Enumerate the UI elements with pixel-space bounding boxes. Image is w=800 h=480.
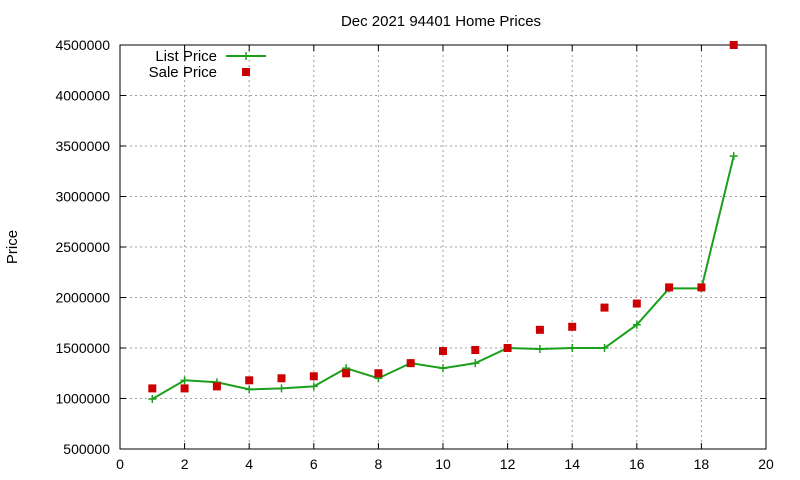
y-tick-label: 1500000: [55, 340, 110, 356]
list-price-point: [632, 320, 641, 329]
list-price-point: [277, 384, 286, 393]
list-price-point: [729, 152, 738, 161]
sale-price-point: [245, 376, 254, 385]
y-tick-label: 3000000: [55, 189, 110, 205]
y-tick-label: 1000000: [55, 391, 110, 407]
sale-price-point: [439, 347, 447, 356]
sale-price-point: [729, 41, 738, 49]
sale-price-point: [148, 384, 157, 393]
sale-price-point: [180, 384, 189, 393]
sale-price-point: [535, 325, 544, 334]
sale-price-point: [503, 344, 512, 352]
sale-price-point: [568, 322, 577, 331]
y-tick-label: 2500000: [55, 239, 110, 255]
y-tick-label: 3500000: [55, 138, 110, 154]
legend-square-swatch: [242, 68, 250, 76]
sale-price-point: [277, 374, 286, 383]
x-tick-label: 10: [435, 456, 451, 472]
sale-price-point: [342, 369, 351, 378]
y-tick-label: 4500000: [55, 37, 110, 53]
x-tick-label: 14: [564, 456, 580, 472]
list-price-point: [471, 359, 480, 368]
sale-price-point: [212, 382, 221, 391]
y-tick-label: 4000000: [55, 88, 110, 104]
list-price-point: [148, 395, 157, 404]
legend-plus-swatch: [242, 52, 250, 60]
x-tick-label: 8: [375, 456, 383, 472]
sale-price-point: [406, 359, 415, 368]
list-price-point: [535, 345, 544, 354]
x-tick-label: 16: [629, 456, 645, 472]
y-tick-label: 2000000: [55, 290, 110, 306]
sale-price-point: [309, 372, 318, 381]
legend-item-sale-price: Sale Price: [149, 64, 250, 81]
series-list-price: [148, 152, 738, 404]
chart-title: Dec 2021 94401 Home Prices: [341, 13, 541, 30]
list-price-point: [180, 376, 189, 385]
list-price-point: [600, 344, 609, 352]
x-tick-label: 12: [500, 456, 516, 472]
legend-label: Sale Price: [149, 64, 217, 81]
series-sale-price: [148, 41, 738, 393]
x-tick-label: 6: [310, 456, 318, 472]
x-tick-label: 4: [245, 456, 253, 472]
list-price-line: [151, 155, 735, 400]
axes: 0 2 4 6 8 10 12 14 16 18 20 500000 1000000 1500000 200…: [55, 37, 774, 472]
list-price-point: [439, 364, 447, 373]
sale-price-point: [600, 303, 609, 312]
y-tick-label: 500000: [63, 441, 110, 457]
y-axis-label: Price: [4, 230, 21, 264]
sale-price-point: [665, 283, 674, 292]
sale-price-point: [374, 369, 383, 378]
list-price-point: [568, 344, 577, 352]
legend-item-list-price: List Price: [155, 48, 266, 65]
sale-price-point: [471, 346, 480, 355]
sale-price-point: [697, 283, 706, 292]
x-tick-label: 18: [694, 456, 710, 472]
x-tick-label: 20: [758, 456, 774, 472]
series-area: [148, 41, 738, 404]
list-price-point: [309, 382, 318, 391]
legend-label: List Price: [155, 48, 217, 65]
x-tick-label: 2: [181, 456, 189, 472]
sale-price-point: [632, 299, 641, 308]
x-tick-label: 0: [116, 456, 124, 472]
list-price-point: [245, 385, 254, 394]
